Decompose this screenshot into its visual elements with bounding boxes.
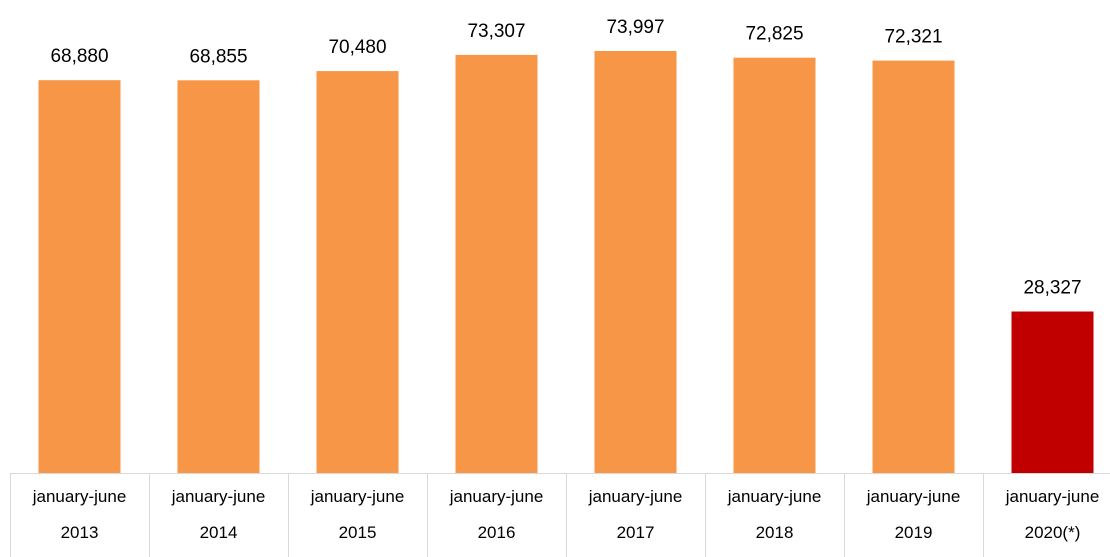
bar <box>38 80 121 473</box>
x-tick-label-year: 2014 <box>200 523 238 542</box>
bar <box>455 54 538 474</box>
data-label: 73,307 <box>467 21 525 42</box>
x-tick-label-period: january-june <box>32 487 127 506</box>
data-label: 73,997 <box>606 17 664 38</box>
bar <box>872 60 955 473</box>
x-tick-label-year: 2015 <box>339 523 377 542</box>
x-tick-label-period: january-june <box>588 487 683 506</box>
x-tick-label-period: january-june <box>449 487 544 506</box>
x-tick-label-period: january-june <box>310 487 405 506</box>
data-label: 28,327 <box>1023 278 1081 299</box>
data-label: 70,480 <box>328 37 386 58</box>
bar <box>733 57 816 473</box>
x-tick-label-period: january-june <box>727 487 822 506</box>
x-tick-label-period: january-june <box>866 487 961 506</box>
x-tick-label-year: 2016 <box>478 523 516 542</box>
bar <box>1011 311 1094 473</box>
x-tick-label-period: january-june <box>1005 487 1100 506</box>
bar <box>594 51 677 473</box>
category-axis: january-june 2013 january-june 2014 january-… <box>10 473 1110 557</box>
bars-group <box>38 51 1094 474</box>
data-label: 68,855 <box>189 46 247 67</box>
x-tick-label-year: 2018 <box>756 523 794 542</box>
x-tick-label-year: 2013 <box>61 523 99 542</box>
data-label: 72,825 <box>745 24 803 45</box>
x-tick-label-year: 2019 <box>895 523 933 542</box>
bar <box>316 71 399 473</box>
x-tick-label-period: january-june <box>171 487 266 506</box>
value-labels-group: 68,880 68,855 70,480 73,307 73,997 72,825 72,3… <box>50 17 1081 299</box>
data-label: 68,880 <box>50 46 108 67</box>
data-label: 72,321 <box>884 27 942 48</box>
x-tick-label-year: 2017 <box>617 523 655 542</box>
bar <box>177 80 260 474</box>
x-tick-label-year: 2020(*) <box>1025 523 1081 542</box>
